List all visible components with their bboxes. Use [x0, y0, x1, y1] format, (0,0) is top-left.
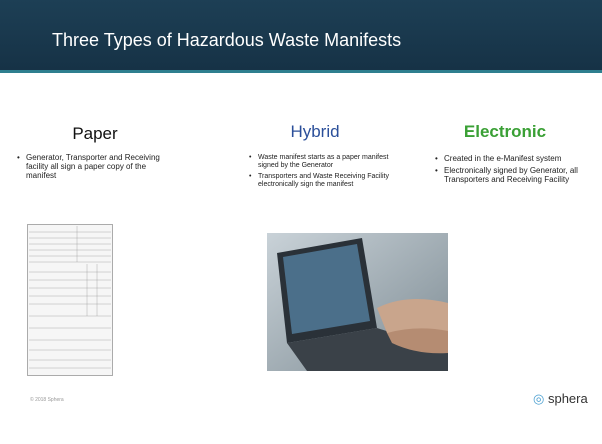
bullet-list: Generator, Transporter and Receiving fac… [16, 153, 176, 184]
slide-title: Three Types of Hazardous Waste Manifests [52, 30, 401, 51]
slide: {"header": {"title": "Three Types of Haz… [0, 0, 602, 444]
bullet-list: Waste manifest starts as a paper manifes… [248, 154, 408, 192]
bullet: Created in the e-Manifest system [444, 154, 602, 163]
bullet: Waste manifest starts as a paper manifes… [258, 154, 408, 170]
column-heading: Paper [45, 124, 145, 144]
bullet-list: Created in the e-Manifest system Electro… [434, 154, 602, 188]
bullet: Electronically signed by Generator, all … [444, 166, 602, 184]
logo: ◎ sphera [533, 391, 588, 407]
header-rule [0, 70, 602, 73]
laptop-image [267, 233, 448, 371]
column-heading: Electronic [455, 122, 555, 142]
bullet: Generator, Transporter and Receiving fac… [26, 153, 176, 181]
bullet: Transporters and Waste Receiving Facilit… [258, 173, 408, 189]
copyright: © 2018 Sphera [30, 397, 64, 403]
column-heading: Hybrid [265, 122, 365, 142]
logo-text: sphera [548, 391, 588, 406]
paper-form-image [27, 224, 113, 376]
